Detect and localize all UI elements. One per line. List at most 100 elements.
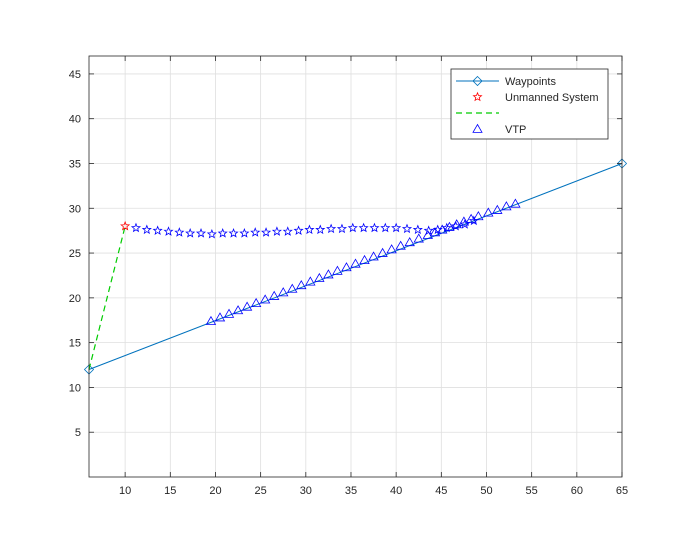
vtp-marker [458,216,470,226]
vtp-marker [232,305,244,315]
legend-waypoints-label: Waypoints [505,76,556,88]
x-tick-label: 40 [390,485,402,497]
vtp-marker [214,312,226,322]
vtp-marker [359,254,370,265]
trajectory-star-marker [217,228,228,238]
vtp-marker [451,219,462,229]
y-tick-label: 20 [69,293,81,305]
vtp-marker [404,237,415,247]
vtp-marker [223,308,235,318]
vtp-marker [314,272,325,282]
trajectory-star-marker [293,225,304,235]
vtp-marker [413,233,424,243]
x-tick-label: 45 [435,485,447,497]
trajectory-star-marker [130,222,142,233]
trajectory-star-marker [271,226,282,236]
trajectory-star-marker [163,226,174,236]
legend-vtp-marker [472,123,483,133]
vtp-marker [483,207,494,217]
waypoints-line [88,163,623,370]
y-tick-label: 25 [69,248,81,260]
trajectory-star-marker [315,224,326,235]
trajectory-star-marker [369,222,380,233]
trajectory-star-marker [195,228,207,238]
vtp-marker [287,283,298,293]
y-tick-label: 15 [69,338,81,350]
x-tick-label: 50 [480,485,492,497]
vtp-marker [386,244,397,254]
trajectory-star-marker [468,215,479,226]
vtp-marker [296,280,307,290]
vtp-marker [350,258,361,268]
trajectory-star-marker [185,228,196,238]
x-tick-label: 30 [300,485,312,497]
vtp-marker [368,251,379,261]
y-tick-label: 40 [69,114,81,126]
vtp-marker [278,287,289,297]
vtp-marker [395,240,406,250]
y-tick-label: 30 [69,203,81,215]
trajectory-star-marker [412,224,423,235]
trajectory-star-marker [347,222,358,233]
vtp-marker [444,221,455,231]
trajectory-star-marker [282,226,293,236]
trajectory-star-marker [401,223,413,234]
legend-vtp-label: VTP [505,124,526,136]
vtp-marker [259,294,271,304]
trajectory-star-marker [459,219,470,229]
vtp-marker [377,247,388,257]
series-layer [83,158,628,375]
trajectory-star-marker [336,223,347,234]
x-tick-label: 35 [345,485,357,497]
x-tick-label: 55 [526,485,538,497]
trajectory-star-marker [380,222,391,233]
vtp-marker [422,229,433,239]
x-tick-label: 15 [164,485,176,497]
trajectory-star-marker [261,227,272,237]
trajectory-star-marker [432,224,443,235]
vtp-marker [241,301,253,311]
trajectory-star-marker [228,228,239,238]
vtp-marker [250,297,262,308]
vtp-marker [492,204,503,214]
vtp-marker [269,290,280,300]
ticks: 10 15 20 25 30 35 40 45 50 55 60 65 5 10 15 20 25 30 35 40 4… [69,56,628,497]
vtp-marker [341,262,352,272]
trajectory-star-marker [206,228,217,239]
path-dashed-line [88,226,126,370]
trajectory-star-marker [250,227,261,237]
y-tick-label: 35 [69,158,81,170]
vtp-marker [205,315,217,325]
legend-unmanned-label: Unmanned System [505,92,599,104]
trajectory-star-marker [141,224,152,235]
trajectory-star-marker [174,227,185,237]
unmanned-system-marker [120,220,131,231]
trajectory-star-marker [239,228,250,238]
trajectory-star-marker [441,222,452,233]
legend-waypoints-marker [472,75,483,87]
vtp-marker [501,201,512,211]
trajectory-star-marker [450,220,461,231]
trajectory-star-marker [423,225,434,235]
x-tick-label: 10 [119,485,131,497]
legend: Waypoints Unmanned System VTP [450,68,609,140]
x-tick-label: 60 [571,485,583,497]
y-tick-label: 10 [69,382,81,394]
trajectory-star-marker [304,224,315,235]
trajectory-star-marker [326,223,337,234]
legend-unmanned-marker [472,91,483,102]
vtp-marker [473,211,484,221]
vtp-marker [323,269,334,279]
y-tick-label: 5 [75,427,81,439]
axes-box [88,55,623,478]
trajectory-star-marker [152,225,163,235]
vtp-marker [305,276,316,286]
trajectory-star-marker [391,222,402,233]
trajectory-star-marker [358,222,369,233]
vtp-marker [510,198,521,208]
x-tick-label: 20 [209,485,221,497]
vtp-marker [332,265,343,275]
y-tick-label: 45 [69,69,81,81]
